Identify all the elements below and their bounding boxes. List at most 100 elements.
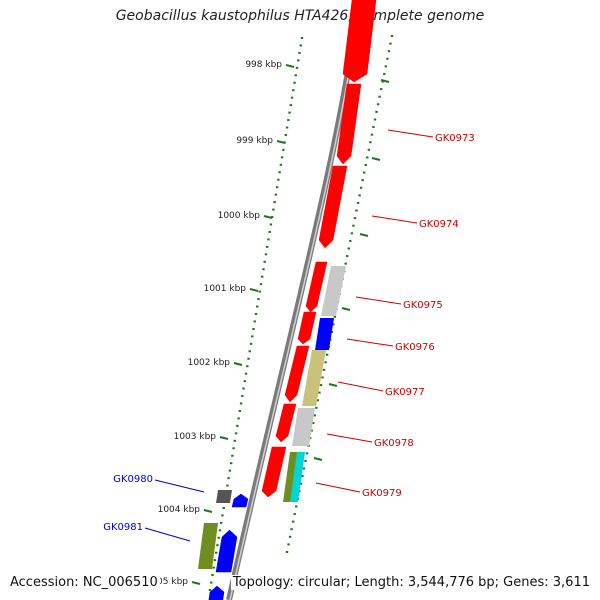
inner-tick — [216, 544, 219, 547]
gene-gk0981-cog-block — [198, 523, 218, 569]
gene-label-gk0974[interactable]: GK0974 — [419, 219, 459, 230]
inner-tick — [221, 514, 224, 517]
outer-tick — [290, 528, 293, 531]
inner-tick — [208, 589, 212, 591]
inner-tick — [253, 320, 256, 323]
major-tick — [285, 64, 295, 68]
inner-tick — [298, 51, 301, 54]
inner-tick — [279, 163, 283, 166]
outer-tick — [291, 520, 295, 523]
scale-label: 1001 kbp — [204, 284, 247, 294]
scale-tick-labels: 998 kbp 999 kbp 1000 kbp 1001 kbp 1002 kbp 10… — [151, 60, 282, 587]
outer-major-tick — [359, 233, 369, 237]
outer-tick — [302, 467, 306, 470]
outer-tick — [387, 50, 391, 53]
outer-tick — [287, 543, 290, 546]
gene-leader-line — [326, 433, 373, 443]
inner-tick — [273, 201, 276, 204]
outer-tick — [301, 475, 304, 478]
outer-tick — [316, 399, 320, 402]
outer-tick — [344, 262, 347, 265]
gene-label-gk0976[interactable]: GK0976 — [395, 342, 435, 353]
inner-tick — [257, 298, 260, 301]
outer-tick — [366, 156, 369, 159]
inner-tick — [226, 484, 229, 487]
inner-tick — [277, 178, 280, 181]
outer-tick — [352, 224, 355, 227]
inner-tick — [269, 223, 273, 226]
inner-tick — [288, 111, 291, 114]
gene-gk0982-arrow — [208, 585, 225, 600]
gene-gk0978-arrow — [275, 403, 297, 443]
outer-tick — [375, 110, 378, 113]
scale-label: 005 kbp — [151, 577, 188, 587]
gene-label-gk0979[interactable]: GK0979 — [362, 488, 402, 499]
gene-gk0977-cog-block — [302, 350, 326, 406]
gene-leader-line — [387, 129, 434, 138]
inner-tick — [261, 275, 264, 278]
map-title: Geobacillus kaustophilus HTA426, complet… — [115, 8, 485, 24]
scale-label: 1004 kbp — [158, 505, 201, 515]
gene-gk0975-arrow — [305, 261, 328, 313]
inner-tick — [258, 290, 261, 293]
outer-tick — [367, 148, 371, 151]
gene-gk0979-arrow — [261, 446, 287, 498]
inner-tick — [243, 380, 247, 383]
inner-tick — [275, 186, 279, 189]
inner-tick — [247, 357, 250, 360]
inner-tick — [264, 253, 268, 256]
gene-label-gk0980[interactable]: GK0980 — [113, 474, 153, 485]
inner-tick — [297, 59, 300, 62]
inner-tick — [238, 409, 242, 412]
inner-tick — [246, 365, 249, 368]
gene-label-gk0973[interactable]: GK0973 — [435, 133, 475, 144]
outer-tick — [347, 247, 350, 250]
inner-tick — [215, 551, 218, 554]
gene-gk0974-arrow — [318, 165, 348, 249]
inner-tick — [244, 372, 248, 375]
gene-label-gk0975[interactable]: GK0975 — [403, 300, 443, 311]
outer-major-tick — [380, 79, 390, 83]
inner-tick — [211, 574, 214, 577]
inner-tick — [280, 156, 284, 159]
outer-tick — [381, 80, 384, 83]
outer-tick — [353, 217, 357, 220]
gene-label-gk0981[interactable]: GK0981 — [103, 522, 143, 533]
inner-tick — [284, 133, 288, 136]
outer-major-tick — [341, 307, 351, 311]
outer-tick — [364, 164, 367, 166]
outer-tick — [285, 551, 289, 553]
outer-tick — [383, 72, 386, 75]
inner-tick — [239, 402, 243, 405]
inner-tick — [237, 417, 240, 420]
outer-tick — [373, 118, 377, 121]
outer-tick — [359, 186, 363, 189]
gene-label-gk0977[interactable]: GK0977 — [385, 387, 425, 398]
genome-summary: Topology: circular; Length: 3,544,776 bp… — [230, 575, 592, 590]
gene-gk0980-cog-block — [216, 490, 232, 503]
gene-gk0978-cog-block — [292, 408, 315, 446]
outer-tick — [384, 65, 388, 68]
inner-tick — [213, 559, 217, 562]
inner-tick — [263, 260, 266, 263]
outer-major-tick — [328, 383, 338, 387]
gene-leader-line — [337, 381, 384, 392]
inner-tick — [267, 238, 270, 241]
outer-tick — [293, 513, 296, 516]
inner-tick — [292, 89, 295, 92]
inner-tick — [249, 342, 253, 345]
outer-tick — [378, 95, 381, 98]
outer-tick — [358, 194, 361, 197]
outer-tick — [322, 368, 326, 371]
inner-tick — [228, 469, 232, 472]
accession-text: Accession: NC_006510 — [8, 575, 160, 590]
gene-gk0975-cog-block — [321, 266, 346, 316]
outer-tick — [363, 171, 366, 174]
inner-tick — [282, 148, 285, 151]
inner-tick — [278, 171, 281, 174]
inner-tick — [232, 447, 235, 450]
outer-tick — [389, 42, 392, 45]
inner-tick — [218, 529, 222, 532]
gene-label-gk0978[interactable]: GK0978 — [374, 438, 414, 449]
gene-leader-line — [144, 527, 191, 542]
